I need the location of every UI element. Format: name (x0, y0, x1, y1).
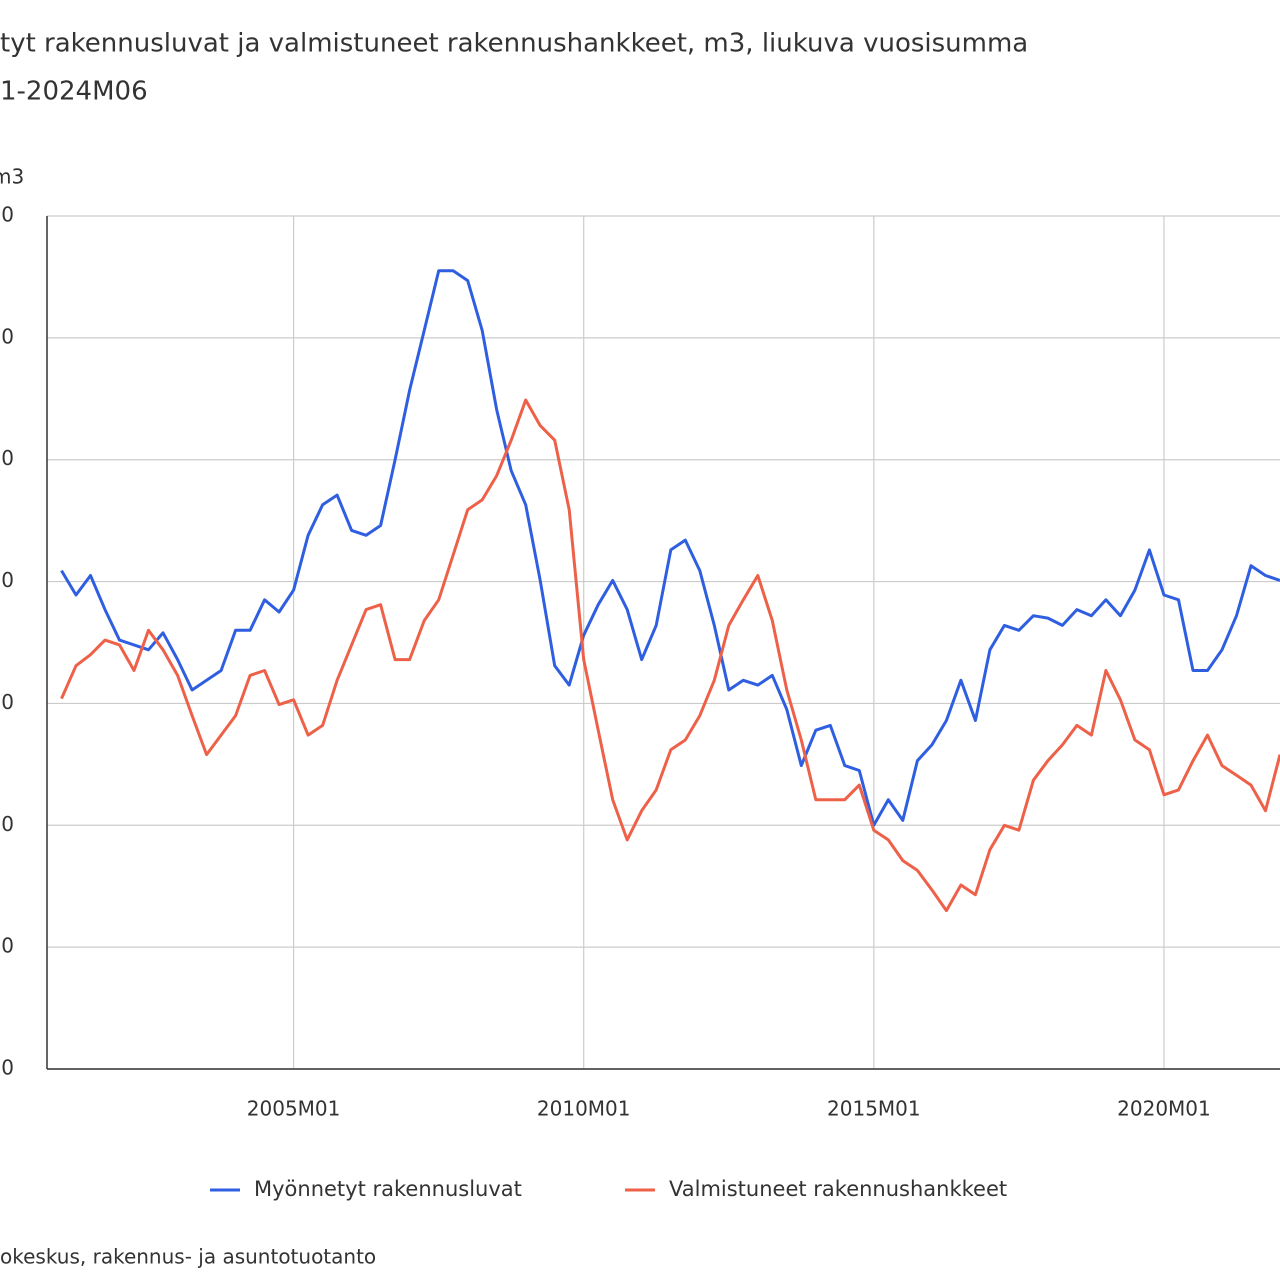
source-note: okeskus, rakennus- ja asuntotuotanto (0, 1245, 376, 1269)
chart-subtitle: 1-2024M06 (0, 77, 148, 107)
x-tick-label: 2020M01 (1117, 1097, 1211, 1121)
y-tick-label: 0 (1, 568, 14, 592)
series-line (60, 398, 1280, 913)
y-tick-label: 0 (1, 812, 14, 836)
y-tick-label: 0 (1, 934, 14, 958)
chart-title: tyt rakennusluvat ja valmistuneet rakenn… (0, 29, 1028, 59)
y-tick-label: 0 (1, 690, 14, 714)
y-tick-label: 0 (1, 1056, 14, 1080)
legend-label: Valmistuneet rakennushankkeet (669, 1177, 1007, 1201)
x-tick-label: 2015M01 (827, 1097, 921, 1121)
y-tick-label: 0 (1, 446, 14, 470)
x-tick-label: 2005M01 (247, 1097, 341, 1121)
y-tick-label: 0 (1, 324, 14, 348)
series-line (60, 269, 1280, 827)
legend-label: Myönnetyt rakennusluvat (254, 1177, 522, 1201)
x-tick-label: 2010M01 (537, 1097, 631, 1121)
y-tick-label: 0 (1, 203, 14, 227)
y-axis-label: m3 (0, 165, 24, 189)
